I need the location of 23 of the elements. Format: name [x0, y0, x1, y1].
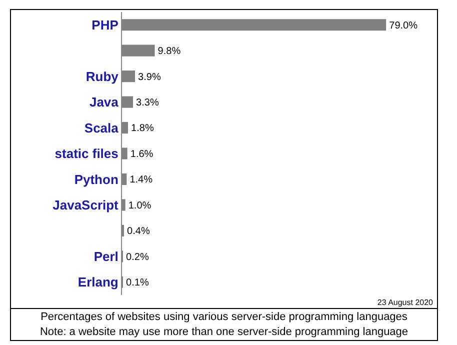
y-tick-label: Perl: [94, 248, 118, 264]
data-label: 3.9%: [138, 72, 161, 83]
text: 23 August 2020: [376, 297, 434, 308]
y-tick-label: Ruby: [86, 68, 120, 84]
data-label: 1.0%: [128, 200, 152, 212]
y-tick-label: JavaScript: [52, 198, 120, 212]
y-tick-label: PHP: [92, 17, 119, 32]
data-label: 1.4%: [130, 174, 153, 186]
y-tick-label: static files: [54, 146, 118, 162]
data-label: 0.2%: [126, 252, 149, 263]
data-label: 1.8%: [131, 123, 154, 134]
y-tick-label: Erlang: [78, 274, 118, 290]
data-label: 0.4%: [127, 226, 150, 238]
data-label: 79.0%: [389, 20, 418, 32]
data-label: 9.8%: [158, 46, 181, 58]
y-tick-label: Python: [74, 172, 118, 187]
text: Note: a website may use more than one server-side programming language: [38, 325, 410, 340]
y-tick-label: Java: [89, 94, 120, 110]
data-label: 1.6%: [130, 148, 154, 160]
y-tick-label: Scala: [84, 120, 120, 136]
data-label: 3.3%: [136, 98, 159, 109]
data-label: 0.1%: [126, 278, 149, 289]
text: Percentages of websites using various server-side programming languages: [40, 310, 408, 325]
